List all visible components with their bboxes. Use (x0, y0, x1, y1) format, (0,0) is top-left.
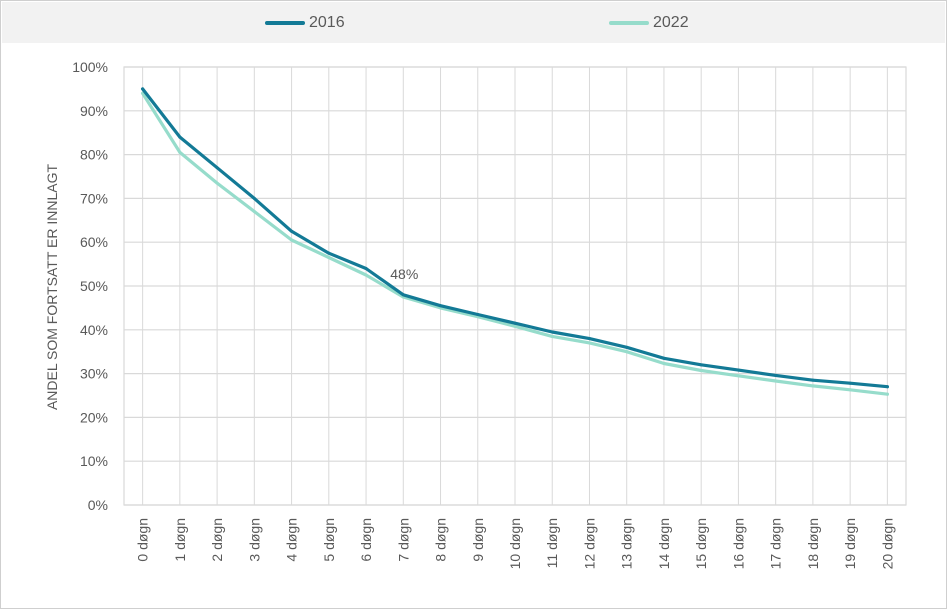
x-tick-label: 4 døgn (284, 518, 300, 562)
data-point-2016 (625, 345, 629, 349)
data-point-2016 (513, 321, 517, 325)
data-point-2022 (513, 324, 517, 328)
data-point-2022 (252, 210, 256, 214)
x-tick-label: 18 døgn (805, 518, 821, 569)
y-tick-label: 90% (80, 103, 108, 119)
data-point-2016 (848, 381, 852, 385)
x-tick-label: 9 døgn (470, 518, 486, 562)
data-point-2016 (178, 135, 182, 139)
data-point-2016 (141, 87, 145, 91)
legend-label-2022: 2022 (653, 14, 689, 31)
data-point-2016 (774, 373, 778, 377)
data-point-2016 (736, 368, 740, 372)
data-point-2022 (327, 256, 331, 260)
y-tick-label: 30% (80, 366, 108, 382)
data-point-2022 (662, 362, 666, 366)
data-point-2022 (178, 150, 182, 154)
y-tick-label: 40% (80, 322, 108, 338)
legend: 2016 2022 (2, 2, 945, 43)
x-tick-label: 11 døgn (544, 518, 560, 568)
data-point-2016 (327, 251, 331, 255)
x-tick-label: 7 døgn (395, 518, 411, 562)
x-tick-label: 10 døgn (507, 518, 523, 569)
data-point-2022 (290, 238, 294, 242)
y-tick-label: 20% (80, 409, 108, 425)
data-point-2022 (625, 350, 629, 354)
data-point-2022 (550, 334, 554, 338)
data-point-2016 (885, 385, 889, 389)
data-point-2022 (141, 91, 145, 95)
data-point-2016 (439, 304, 443, 308)
x-tick-label: 13 døgn (619, 518, 635, 569)
data-label-annotation: 48% (390, 266, 418, 282)
data-point-2016 (811, 378, 815, 382)
legend-label-2016: 2016 (309, 14, 345, 31)
x-tick-label: 6 døgn (358, 518, 374, 562)
data-point-2022 (848, 388, 852, 392)
data-point-2016 (401, 293, 405, 297)
data-point-2022 (699, 369, 703, 373)
data-point-2016 (364, 266, 368, 270)
x-tick-label: 17 døgn (768, 518, 784, 569)
data-point-2016 (476, 312, 480, 316)
x-tick-label: 3 døgn (246, 518, 262, 562)
x-tick-label: 16 døgn (730, 518, 746, 569)
x-tick-label: 15 døgn (693, 518, 709, 569)
data-point-2016 (587, 337, 591, 341)
x-tick-label: 20 døgn (879, 518, 895, 569)
data-point-2022 (885, 392, 889, 396)
x-tick-label: 2 døgn (209, 518, 225, 562)
x-tick-label: 14 døgn (656, 518, 672, 569)
data-point-2022 (587, 341, 591, 345)
data-point-2022 (215, 181, 219, 185)
data-point-2016 (215, 166, 219, 170)
data-point-2022 (364, 273, 368, 277)
plot-border (123, 66, 907, 506)
y-tick-label: 100% (72, 59, 108, 75)
y-tick-label: 60% (80, 234, 108, 250)
legend-swatch-2016 (265, 21, 305, 25)
y-tick-label: 0% (88, 497, 108, 513)
y-tick-label: 70% (80, 190, 108, 206)
data-point-2016 (550, 330, 554, 334)
y-axis-title: ANDEL SOM FORTSATT ER INNLAGT (44, 164, 60, 411)
data-point-2016 (252, 196, 256, 200)
data-point-2022 (736, 374, 740, 378)
data-point-2022 (774, 379, 778, 383)
legend-item-2022: 2022 (609, 13, 689, 33)
y-tick-label: 10% (80, 453, 108, 469)
x-tick-label: 8 døgn (433, 518, 449, 562)
x-tick-label: 0 døgn (135, 518, 151, 562)
legend-item-2016: 2016 (265, 13, 345, 33)
legend-swatch-2022 (609, 21, 649, 25)
x-tick-label: 1 døgn (172, 518, 188, 562)
data-point-2022 (811, 384, 815, 388)
x-tick-label: 5 døgn (321, 518, 337, 562)
x-tick-label: 19 døgn (842, 518, 858, 569)
y-tick-label: 80% (80, 147, 108, 163)
data-point-2016 (662, 356, 666, 360)
data-point-2016 (290, 229, 294, 233)
x-tick-label: 12 døgn (581, 518, 597, 569)
y-tick-label: 50% (80, 278, 108, 294)
data-point-2016 (699, 363, 703, 367)
